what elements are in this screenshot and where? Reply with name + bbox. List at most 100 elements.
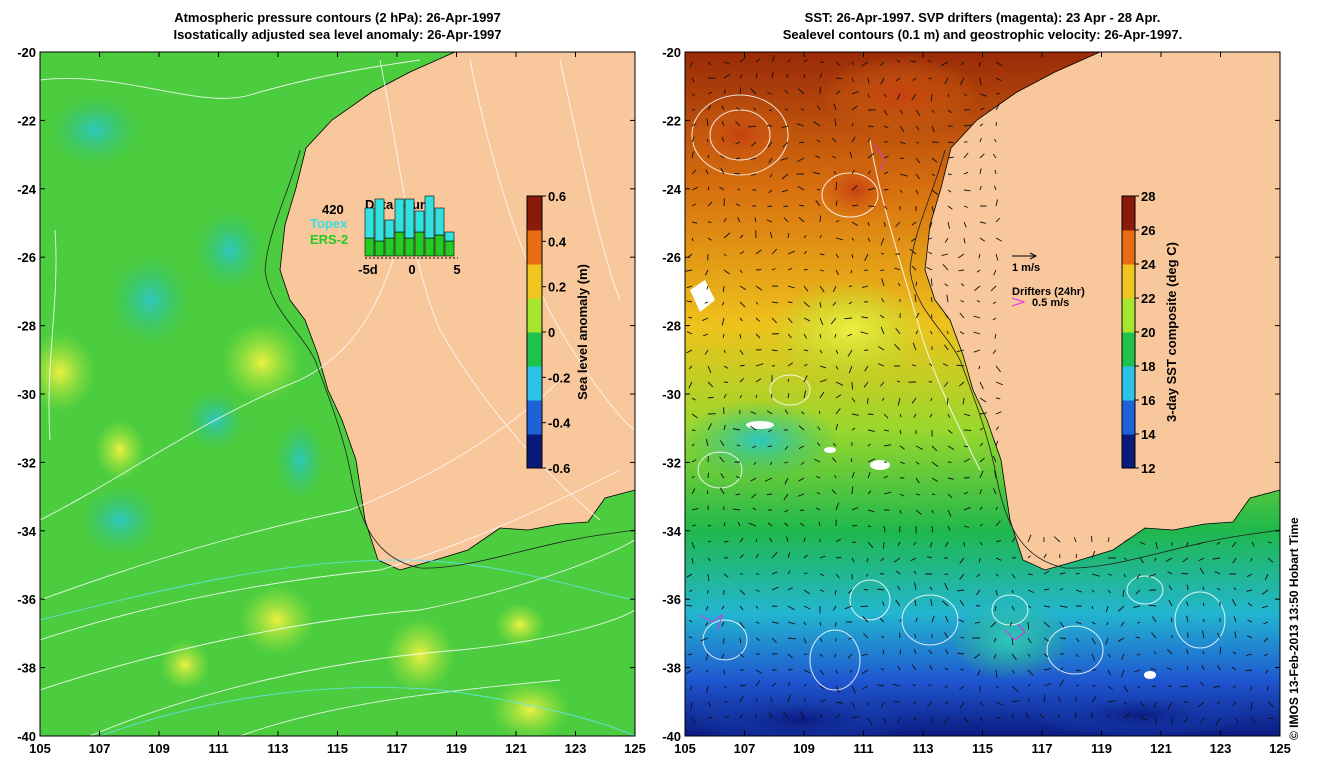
velocity-arrow [769,173,773,178]
velocity-arrow [959,312,965,319]
velocity-arrow [781,125,789,129]
velocity-arrow [1153,651,1157,655]
velocity-arrow [1011,573,1016,579]
left-xtick-5: 115 [327,741,348,756]
velocity-arrow [995,61,1003,67]
velocity-arrow [899,141,906,145]
velocity-arrow [947,205,953,210]
velocity-arrow [1043,682,1052,687]
velocity-arrow [883,429,889,432]
velocity-arrow [787,362,793,367]
velocity-arrow [1075,669,1082,672]
velocity-arrow [1107,714,1110,719]
velocity-arrow [883,205,888,210]
velocity-arrow [769,537,773,543]
velocity-arrow [990,285,997,292]
velocity-arrow [803,697,806,703]
velocity-arrow [832,457,837,463]
velocity-arrow [1073,537,1077,543]
velocity-arrow [739,378,744,383]
velocity-arrow [993,185,997,191]
velocity-arrow [1231,666,1237,671]
velocity-arrow [819,215,822,223]
velocity-arrow [739,395,743,399]
velocity-arrow [707,186,710,191]
velocity-arrow [882,601,885,607]
velocity-arrow [851,122,854,127]
velocity-arrow [720,440,725,447]
velocity-arrow [995,199,998,207]
sst-field [685,55,1250,736]
velocity-arrow [1219,647,1222,655]
velocity-arrow [835,253,839,259]
velocity-arrow [927,701,933,708]
velocity-arrow [834,589,837,595]
velocity-arrow [784,509,789,513]
velocity-arrow [722,285,725,293]
velocity-arrow [883,155,889,159]
velocity-arrow [957,589,965,592]
velocity-arrow [700,637,709,642]
velocity-arrow [963,237,966,244]
velocity-arrow [1216,701,1221,704]
velocity-arrow [979,137,982,143]
velocity-arrow [944,77,949,85]
velocity-arrow [819,699,826,703]
velocity-arrow [1266,685,1269,691]
velocity-arrow [739,234,744,239]
velocity-arrow [979,107,985,111]
velocity-arrow [803,669,812,674]
left-colorbar-segment [527,298,542,333]
right-xtick-1: 107 [734,741,756,756]
velocity-arrow [883,717,887,724]
velocity-arrow [832,301,837,306]
velocity-arrow [850,269,853,274]
velocity-arrow [995,573,999,577]
velocity-arrow [959,573,965,580]
velocity-arrow [973,315,981,319]
velocity-arrow [835,701,843,704]
velocity-arrow [819,253,825,256]
velocity-arrow [1263,637,1269,643]
velocity-arrow [866,557,869,563]
velocity-arrow [803,235,807,239]
velocity-arrow [1091,653,1096,661]
left-colorbar-segment [527,230,542,265]
velocity-arrow [995,589,998,596]
velocity-arrow [960,668,965,671]
velocity-arrow [1232,701,1237,707]
velocity-arrow [1027,534,1032,543]
velocity-arrow [739,364,745,367]
velocity-arrow [1267,557,1274,563]
velocity-arrow [706,118,709,127]
velocity-arrow [833,171,837,175]
velocity-arrow [1091,621,1096,625]
velocity-arrow [979,557,981,563]
velocity-arrow [867,125,874,128]
inset-topex-bar [424,195,435,239]
velocity-arrow [755,317,761,322]
velocity-arrow [706,285,709,290]
velocity-arrow [787,653,793,659]
velocity-arrow [1122,589,1125,597]
velocity-arrow [896,93,901,100]
left-ytick-4: -28 [17,319,36,334]
velocity-arrow [976,269,981,273]
velocity-arrow [992,301,997,304]
velocity-arrow [1027,697,1030,703]
velocity-arrow [1214,571,1221,575]
inset-ers2-legend: ERS-2 [310,232,348,247]
velocity-arrow [755,698,758,703]
velocity-arrow [1075,653,1079,658]
velocity-arrow [835,220,840,223]
velocity-arrow [1186,601,1189,607]
velocity-arrow [798,477,805,482]
velocity-arrow [691,221,698,224]
velocity-arrow [768,109,773,111]
velocity-arrow [688,253,693,258]
velocity-arrow [1244,669,1253,672]
velocity-arrow [881,278,885,287]
velocity-arrow [721,120,725,127]
velocity-arrow [851,185,858,191]
velocity-arrow [723,365,729,369]
